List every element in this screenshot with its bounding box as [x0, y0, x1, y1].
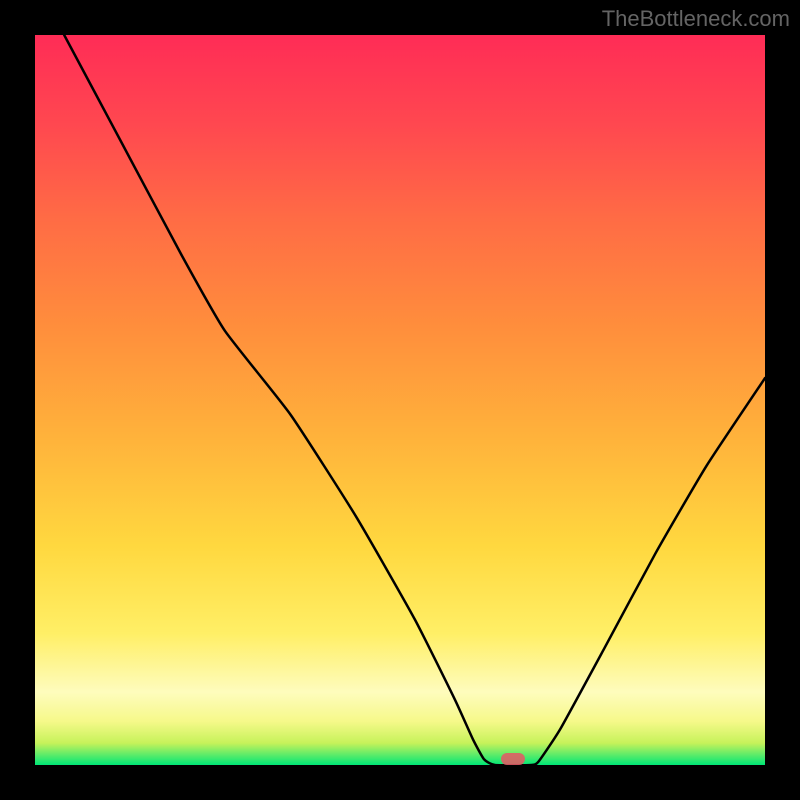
plot-curve-svg: [35, 35, 765, 765]
watermark-text: TheBottleneck.com: [602, 6, 790, 32]
optimal-point-marker: [501, 753, 525, 765]
bottleneck-curve: [64, 35, 765, 765]
chart-frame: TheBottleneck.com: [0, 0, 800, 800]
plot-area: [35, 35, 765, 765]
